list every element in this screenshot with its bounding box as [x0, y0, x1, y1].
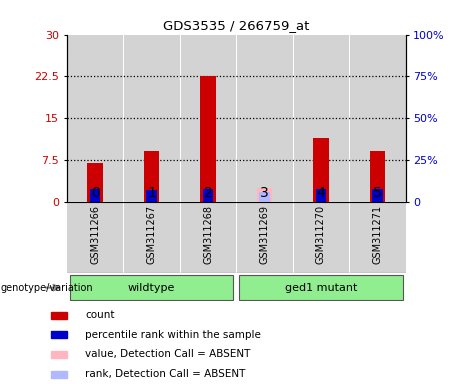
Text: count: count [85, 310, 115, 320]
Text: percentile rank within the sample: percentile rank within the sample [85, 330, 261, 340]
Bar [90, 189, 100, 202]
Text: wildtype: wildtype [128, 283, 175, 293]
Text: rank, Detection Call = ABSENT: rank, Detection Call = ABSENT [85, 369, 246, 379]
Text: GSM311269: GSM311269 [260, 205, 270, 264]
Text: GSM311266: GSM311266 [90, 205, 100, 264]
FancyBboxPatch shape [239, 275, 403, 300]
Bar [87, 163, 103, 202]
Text: GSM311268: GSM311268 [203, 205, 213, 264]
Text: ged1 mutant: ged1 mutant [285, 283, 357, 293]
Bar [51, 331, 67, 338]
Bar [200, 76, 216, 202]
Text: GSM311267: GSM311267 [147, 205, 157, 264]
Bar [260, 192, 270, 202]
Bar [372, 189, 383, 202]
Bar [316, 189, 326, 202]
Text: GSM311271: GSM311271 [372, 205, 383, 264]
Title: GDS3535 / 266759_at: GDS3535 / 266759_at [163, 19, 309, 32]
Text: genotype/variation: genotype/variation [0, 283, 93, 293]
Bar [147, 190, 157, 202]
FancyBboxPatch shape [70, 275, 233, 300]
Text: GSM311270: GSM311270 [316, 205, 326, 264]
Text: value, Detection Call = ABSENT: value, Detection Call = ABSENT [85, 349, 251, 359]
Bar [51, 351, 67, 358]
Bar [370, 152, 385, 202]
Bar [144, 152, 160, 202]
Bar [203, 189, 213, 202]
Bar [51, 311, 67, 319]
Bar [51, 371, 67, 378]
Bar [257, 188, 272, 202]
Bar [313, 137, 329, 202]
